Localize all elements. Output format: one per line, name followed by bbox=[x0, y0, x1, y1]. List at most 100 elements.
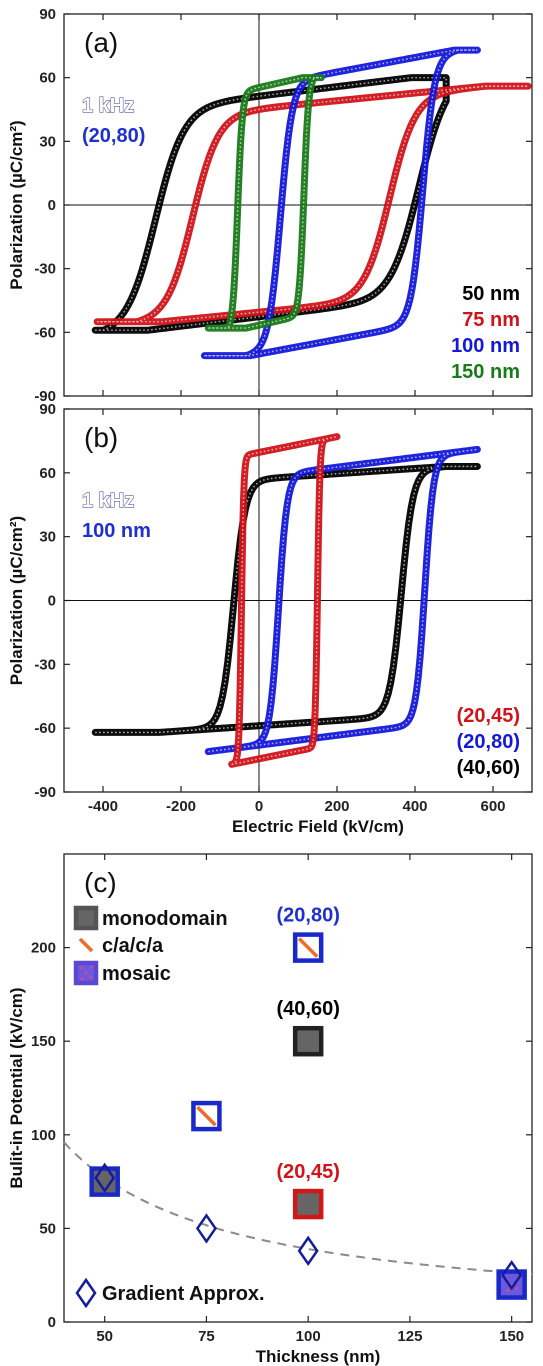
gradient-point-3 bbox=[501, 1260, 523, 1291]
legend-entry: 100 nm bbox=[451, 335, 520, 357]
legend-entry: (40,60) bbox=[457, 757, 520, 779]
legend-marker bbox=[73, 905, 99, 931]
series-loop-3 bbox=[204, 74, 325, 332]
loop-band bbox=[204, 445, 481, 756]
y-tick-label: 90 bbox=[39, 401, 56, 418]
gradient-fit-curve bbox=[63, 1141, 533, 1276]
x-tick-label: 75 bbox=[198, 1328, 215, 1345]
x-tick-label: -200 bbox=[166, 798, 196, 815]
y-tick-label: -30 bbox=[34, 656, 56, 673]
diamond-marker bbox=[75, 1277, 97, 1309]
loop-band bbox=[204, 74, 325, 332]
x-tick-label: 125 bbox=[397, 1328, 422, 1345]
monodomain-square bbox=[292, 1188, 324, 1220]
data-point-4 bbox=[292, 1188, 324, 1220]
mosaic-dot bbox=[515, 1286, 519, 1291]
monodomain-square bbox=[292, 1025, 324, 1057]
legend-entry: mosaic bbox=[102, 963, 171, 985]
data-point-2 bbox=[292, 932, 324, 963]
legend-entry: c/a/c/a bbox=[102, 935, 164, 957]
diamond-marker bbox=[94, 1162, 116, 1194]
y-tick-label: -60 bbox=[34, 720, 56, 737]
loop-markers bbox=[97, 85, 529, 323]
x-tick-label: 100 bbox=[296, 1328, 321, 1345]
mosaic-dot bbox=[80, 977, 84, 981]
annotation: 100 nm bbox=[82, 520, 151, 542]
axes-panel-2: 50 75 100 125 150 0 50 100 150 200 Bulit-in Potent… bbox=[7, 853, 533, 1366]
legend-entry: monodomain bbox=[102, 908, 228, 930]
series-loop-2 bbox=[228, 433, 341, 768]
point-label: (20,45) bbox=[276, 1161, 339, 1183]
y-tick-label: -60 bbox=[34, 324, 56, 341]
x-tick-label: -400 bbox=[88, 798, 118, 815]
y-tick-label: 60 bbox=[39, 70, 56, 87]
gradient-point-2 bbox=[297, 1235, 319, 1267]
series-loop-1 bbox=[204, 445, 481, 756]
diamond-marker bbox=[501, 1260, 523, 1291]
y-axis-label: Polarization (µC/cm²) bbox=[7, 516, 26, 685]
gradient-point-1 bbox=[195, 1213, 217, 1244]
legend-entry: (20,80) bbox=[457, 731, 520, 753]
loop-markers bbox=[95, 465, 478, 734]
point-label: (20,80) bbox=[276, 905, 339, 927]
annotation: (20,80) bbox=[82, 125, 145, 147]
plot-frame bbox=[63, 853, 533, 1323]
y-tick-label: 30 bbox=[39, 133, 56, 150]
mosaic-dot bbox=[506, 1288, 510, 1293]
point-label: (40,60) bbox=[276, 998, 339, 1020]
panel-label: (c) bbox=[84, 867, 117, 898]
x-tick-label: 0 bbox=[255, 798, 263, 815]
mosaic-dot bbox=[90, 965, 94, 969]
x-axis-label: Electric Field (kV/cm) bbox=[232, 817, 404, 836]
y-tick-label: 100 bbox=[31, 1127, 56, 1144]
legend-entry: Gradient Approx. bbox=[102, 1283, 265, 1305]
x-tick-label: 600 bbox=[480, 798, 505, 815]
legend-entry: 150 nm bbox=[451, 361, 520, 383]
mosaic-dot bbox=[84, 971, 88, 975]
legend-marker bbox=[73, 932, 99, 958]
y-tick-label: -90 bbox=[34, 388, 56, 405]
y-tick-label: 0 bbox=[48, 197, 56, 214]
cac-stripe bbox=[297, 937, 319, 958]
cac-stripe bbox=[196, 1105, 217, 1127]
mosaic-dot bbox=[79, 966, 83, 970]
annotation: 1 kHz bbox=[82, 95, 134, 117]
y-tick-label: -90 bbox=[34, 784, 56, 801]
y-tick-label: -30 bbox=[34, 261, 56, 278]
y-axis-label: Polarization (µC/cm²) bbox=[7, 120, 26, 289]
legend-marker bbox=[73, 960, 99, 986]
annotation: 1 kHz bbox=[82, 490, 134, 512]
panel-label: (b) bbox=[84, 422, 118, 453]
series-loop-2 bbox=[200, 46, 481, 360]
x-tick-label: 150 bbox=[499, 1328, 524, 1345]
legend-entry: 75 nm bbox=[462, 309, 520, 331]
gradient-point-0 bbox=[94, 1162, 116, 1194]
x-tick-label: 400 bbox=[402, 798, 427, 815]
y-tick-label: 0 bbox=[48, 593, 56, 610]
diamond-marker bbox=[195, 1213, 217, 1244]
cac-stripe bbox=[78, 937, 94, 953]
legend-marker bbox=[75, 1277, 97, 1309]
y-tick-label: 30 bbox=[39, 529, 56, 546]
legend-entry: 50 nm bbox=[462, 283, 520, 305]
series-loop-0 bbox=[91, 462, 481, 736]
diamond-marker bbox=[297, 1235, 319, 1267]
y-tick-label: 50 bbox=[39, 1220, 56, 1237]
x-tick-label: 200 bbox=[324, 798, 349, 815]
y-axis-label: Bulit-in Potential (kV/cm) bbox=[7, 987, 26, 1188]
axes-panel-0: -90 -60 -30 0 30 60 90 Polarization (µC/cm²) (a) bbox=[7, 6, 533, 405]
mosaic-dot bbox=[89, 975, 93, 979]
panel-label: (a) bbox=[84, 27, 118, 58]
y-tick-label: 0 bbox=[48, 1314, 56, 1331]
y-tick-label: 150 bbox=[31, 1033, 56, 1050]
monodomain-square bbox=[73, 905, 99, 931]
data-point-1 bbox=[191, 1100, 222, 1132]
legend-entry: (20,45) bbox=[457, 705, 520, 727]
x-tick-label: 50 bbox=[96, 1328, 113, 1345]
y-tick-label: 60 bbox=[39, 465, 56, 482]
y-tick-label: 90 bbox=[39, 6, 56, 23]
axes-panel-1: -400 -200 0 200 400 600 -90 -60 -30 0 30 60 90 Polari… bbox=[7, 401, 533, 836]
x-axis-label: Thickness (nm) bbox=[256, 1347, 381, 1366]
loop-band bbox=[228, 433, 341, 768]
